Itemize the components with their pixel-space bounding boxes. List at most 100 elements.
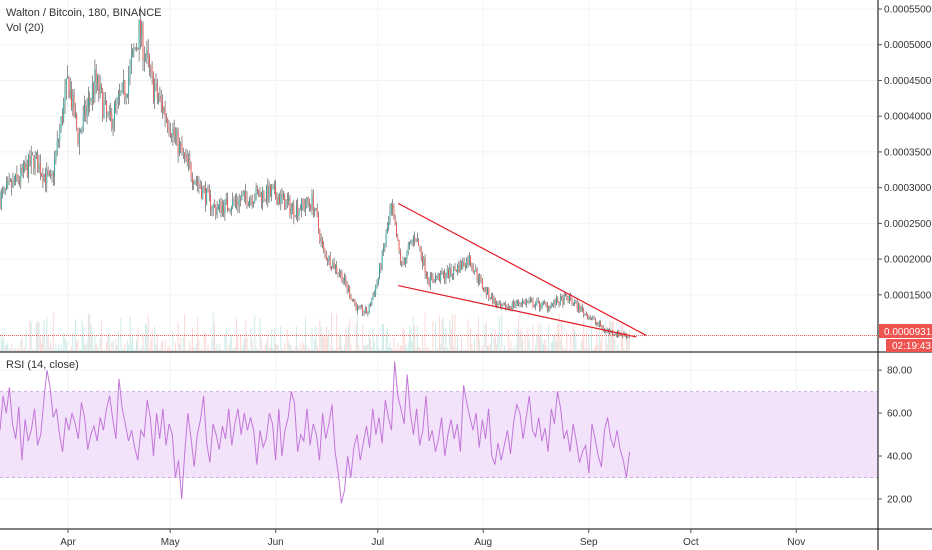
volume-bar [535, 344, 537, 352]
volume-bar [470, 328, 472, 352]
volume-bar [503, 345, 505, 352]
volume-bar [68, 349, 70, 352]
volume-bar [412, 316, 414, 352]
candle-body [390, 204, 392, 212]
volume-bar [489, 343, 491, 352]
candle-body [565, 295, 566, 297]
candle-body [149, 57, 150, 67]
candle-body [100, 84, 102, 90]
volume-bar [55, 343, 57, 352]
rsi-indicator-label[interactable]: RSI (14, close) [6, 359, 79, 371]
volume-bar [258, 349, 260, 352]
volume-bar [119, 349, 121, 352]
candle-body [39, 163, 41, 175]
volume-bar [167, 347, 169, 352]
countdown-label: 02:19:43 [892, 341, 931, 352]
volume-bar [186, 349, 188, 352]
volume-indicator-label[interactable]: Vol (20) [6, 22, 44, 34]
time-axis[interactable]: Apr May Jun Jul Aug Sep Oct Nov [60, 529, 805, 548]
volume-bar [375, 350, 377, 352]
candle-body [351, 298, 353, 300]
volume-bar [376, 335, 378, 352]
volume-bar [91, 331, 93, 352]
volume-bar [158, 349, 160, 352]
volume-bar [609, 320, 611, 352]
volume-bar [100, 320, 102, 352]
symbol-title[interactable]: Walton / Bitcoin, 180, BINANCE [6, 7, 162, 19]
candle-body [449, 267, 451, 279]
candle-body [186, 155, 188, 163]
volume-bar [461, 338, 462, 352]
volume-bar [357, 314, 358, 352]
candle-body [514, 304, 516, 307]
volume-bar [509, 348, 511, 352]
volume-bar [254, 315, 256, 352]
volume-bar [249, 349, 251, 352]
volume-bar [30, 321, 32, 352]
candle-body [308, 202, 310, 206]
candle-body [548, 305, 550, 310]
volume-bar [193, 347, 195, 352]
candle-body [371, 299, 373, 306]
volume-bar [446, 347, 448, 352]
price-axis[interactable]: 0.0001500 0.0002000 0.0002500 0.0003000 0.00… [878, 5, 932, 302]
volume-bar [90, 323, 92, 352]
volume-bar [207, 344, 209, 352]
volume-bar [373, 342, 375, 352]
volume-bar [42, 336, 44, 352]
volume-bar [61, 349, 63, 352]
time-tick-label: Jul [371, 537, 384, 548]
candle-body [6, 183, 7, 190]
rsi-axis[interactable]: 80.00 60.00 40.00 20.00 [878, 366, 912, 506]
volume-bar [445, 326, 447, 352]
volume-bar [346, 336, 348, 352]
volume-bar [409, 326, 410, 352]
volume-bar [69, 349, 71, 352]
candle-body [503, 303, 505, 306]
price-tick-label: 0.0003500 [884, 147, 932, 158]
volume-bar [221, 349, 223, 352]
volume-bar [410, 329, 412, 352]
candle-body [475, 268, 477, 272]
candle-body [349, 287, 351, 298]
candle-body [87, 97, 89, 107]
candle-body [299, 209, 301, 211]
volume-bar [587, 348, 589, 352]
volume-bar [332, 347, 334, 352]
candle-body [254, 199, 256, 203]
candle-body [176, 130, 178, 136]
volume-bar [78, 349, 80, 352]
candle-body [448, 269, 449, 279]
candle-body [99, 84, 101, 95]
volume-bar [575, 332, 577, 352]
volume-bar [45, 349, 46, 352]
volume-bar [380, 349, 382, 352]
candle-body [594, 318, 596, 323]
volume-bar [214, 323, 215, 352]
candle-body [550, 303, 552, 309]
volume-bar [242, 343, 244, 352]
candle-body [423, 258, 425, 266]
volume-bar [268, 347, 270, 352]
candle-body [221, 205, 223, 214]
volume-bar [73, 349, 75, 352]
volume-bar [151, 328, 153, 352]
volume-bar [568, 349, 570, 352]
time-tick-label: Sep [580, 537, 598, 548]
volume-bar [284, 342, 286, 352]
volume-bar [191, 327, 193, 352]
candle-body [3, 188, 5, 191]
candle-body [494, 298, 496, 304]
volume-bar [475, 349, 477, 352]
candle-body [355, 303, 357, 311]
volume-bar [405, 344, 407, 352]
candle-body [21, 168, 23, 172]
volume-bar [394, 349, 396, 352]
candle-body [280, 194, 282, 204]
candle-body [15, 173, 17, 183]
volume-bar [593, 347, 595, 352]
volume-bar [435, 323, 436, 352]
candle-body [490, 295, 492, 300]
volume-bar [112, 340, 114, 352]
